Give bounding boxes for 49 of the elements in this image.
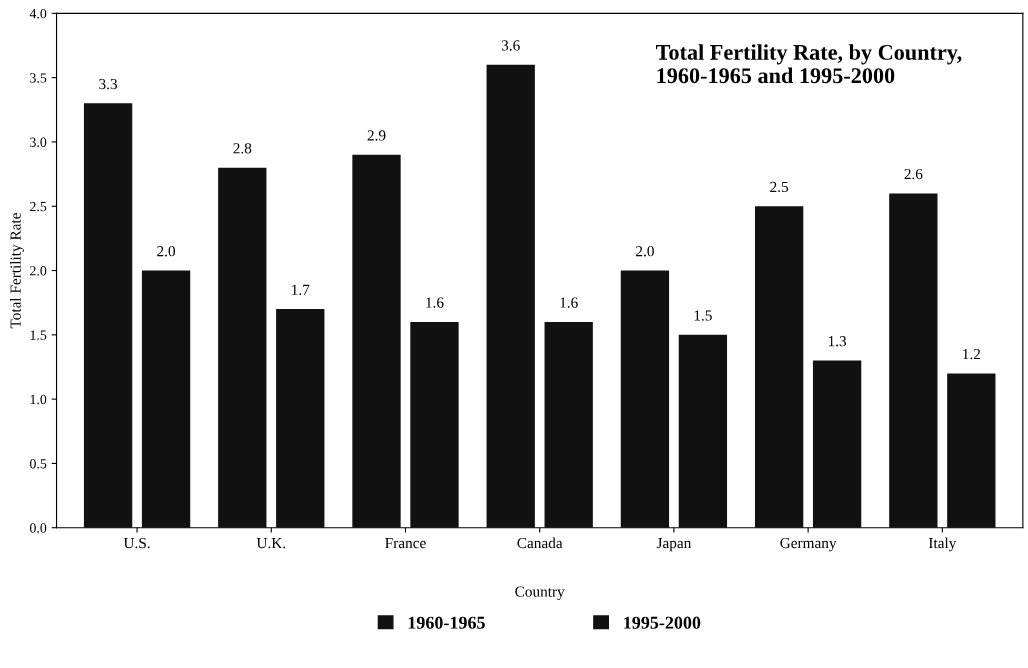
data-label: 2.0	[157, 246, 176, 257]
data-label: 1.5	[694, 310, 712, 321]
data-label: 2.9	[367, 130, 386, 141]
text: Total Fertility Rate, by Country, 1960-1965 and 1995-2000	[656, 44, 962, 84]
legend-label: 1995-2000	[624, 616, 701, 629]
data-label: 2.5	[770, 181, 789, 193]
data-label: 2.8	[233, 143, 252, 154]
bar	[889, 193, 938, 528]
y-tick-label: 1.0	[30, 394, 47, 405]
bar	[141, 270, 191, 528]
bar	[218, 167, 267, 528]
data-label: 1.2	[963, 348, 981, 360]
y-tick-label: 0.0	[29, 523, 47, 533]
bar	[352, 154, 401, 528]
bar	[620, 270, 670, 528]
y-axis-title: Total Fertility Rate	[10, 213, 24, 329]
x-tick-label: Canada	[517, 537, 563, 549]
y-tick-label: 3.5	[30, 73, 47, 83]
x-tick-label: France	[385, 538, 426, 549]
bar	[544, 321, 593, 528]
data-label: 2.0	[636, 246, 654, 257]
y-tick-label: 2.0	[30, 266, 47, 276]
bar	[410, 321, 459, 528]
bar	[83, 103, 133, 528]
x-tick-label: U.S.	[123, 537, 150, 549]
data-label: 3.6	[501, 40, 520, 51]
bar	[486, 64, 535, 528]
data-label: 1.6	[426, 297, 444, 308]
x-tick-label: Italy	[928, 537, 957, 552]
y-tick-label: 3.0	[30, 137, 47, 147]
x-tick-label: Germany	[780, 537, 837, 552]
data-label: 1.3	[828, 336, 847, 347]
data-label: 3.3	[99, 78, 118, 90]
x-tick-label: Japan	[656, 538, 692, 552]
y-tick-label: 2.5	[30, 201, 47, 212]
bar	[812, 360, 862, 528]
data-label: 1.6	[560, 297, 578, 308]
y-tick-label: 4.0	[29, 8, 47, 19]
x-axis-title: Country	[515, 586, 565, 600]
data-label: 1.7	[292, 284, 310, 295]
x-tick-label: U.K.	[256, 538, 286, 549]
bar	[678, 334, 728, 528]
bar	[276, 309, 325, 528]
legend-label: 1960-1965	[408, 616, 485, 629]
bar	[947, 373, 996, 528]
y-tick-label: 1.5	[30, 330, 47, 340]
bar	[754, 206, 804, 528]
data-label: 2.6	[904, 168, 923, 180]
y-tick-label: 0.5	[29, 459, 47, 469]
